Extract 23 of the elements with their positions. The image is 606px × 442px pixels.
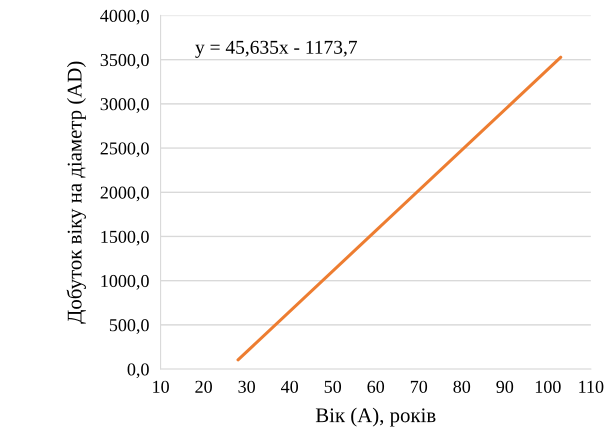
x-tick-label: 30 bbox=[238, 380, 255, 393]
x-tick-label: 20 bbox=[195, 380, 212, 393]
x-axis-title: Вік (А), років bbox=[316, 408, 436, 427]
x-tick-label: 10 bbox=[153, 380, 169, 393]
x-tick-label: 70 bbox=[410, 380, 428, 393]
y-tick-label: 500,0 bbox=[110, 319, 149, 334]
y-tick-label: 4000,0 bbox=[100, 10, 149, 25]
y-tick-label: 1000,0 bbox=[101, 274, 149, 290]
annotation: y = 45,635x - 1173,7 bbox=[195, 40, 357, 58]
x-tick-label: 90 bbox=[496, 380, 514, 393]
y-tick-label: 2500,0 bbox=[100, 142, 149, 158]
y-tick-label: 3500,0 bbox=[100, 54, 149, 69]
x-tick-label: 80 bbox=[453, 380, 470, 393]
y-tick-label: 3000,0 bbox=[100, 98, 149, 113]
y-tick-label: 0,0 bbox=[128, 363, 149, 378]
x-tick-label: 50 bbox=[324, 380, 342, 393]
x-tick-label: 100 bbox=[536, 380, 561, 393]
y-axis-title: Добуток віку на діаметр (AD) bbox=[66, 62, 86, 324]
x-tick-label: 110 bbox=[579, 380, 604, 393]
x-tick-label: 60 bbox=[367, 380, 384, 393]
y-tick-label: 2000,0 bbox=[100, 186, 149, 202]
x-tick-label: 40 bbox=[280, 380, 298, 393]
y-tick-label: 1500,0 bbox=[101, 230, 149, 246]
